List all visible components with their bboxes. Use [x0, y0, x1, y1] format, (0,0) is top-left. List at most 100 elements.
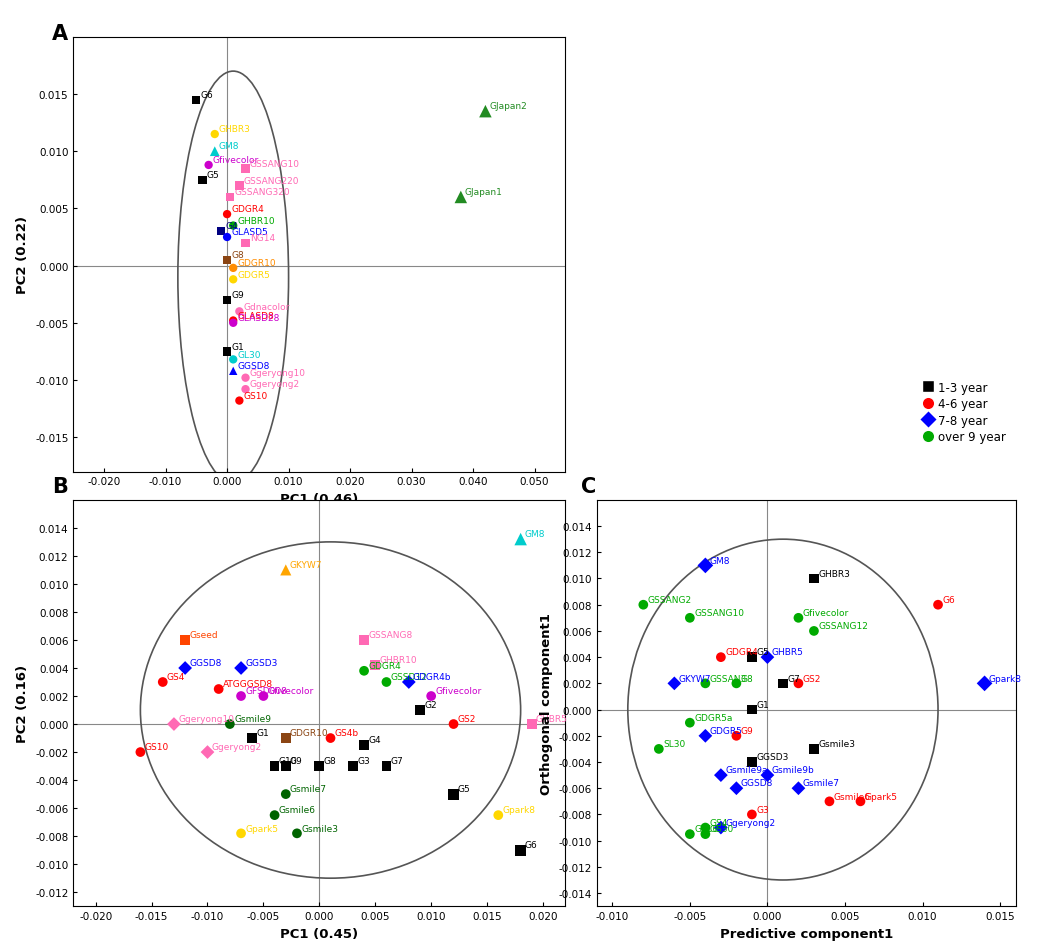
- Point: [225, 219, 242, 234]
- Point: [634, 598, 651, 613]
- Text: C: C: [581, 477, 597, 497]
- Legend: 1-3 year, 4-6 year, 7-8 year, over 9 year: 1-3 year, 4-6 year, 7-8 year, over 9 yea…: [919, 378, 1009, 447]
- Point: [231, 305, 248, 320]
- Point: [366, 658, 383, 673]
- Point: [477, 105, 494, 120]
- Point: [225, 261, 242, 277]
- Point: [356, 664, 373, 679]
- Point: [255, 689, 272, 704]
- Text: GS2: GS2: [458, 715, 476, 723]
- Point: [743, 649, 760, 665]
- Text: Gsmile9b: Gsmile9b: [772, 766, 815, 774]
- Point: [225, 352, 242, 367]
- Text: Gsmile3: Gsmile3: [302, 824, 338, 833]
- Point: [132, 745, 149, 760]
- Point: [232, 689, 249, 704]
- Point: [743, 807, 760, 822]
- Text: Ggeryong2: Ggeryong2: [211, 743, 262, 751]
- Text: GHBR5: GHBR5: [772, 648, 803, 657]
- Point: [225, 313, 242, 329]
- Text: GHBR3: GHBR3: [219, 126, 251, 134]
- Text: Gpark5: Gpark5: [865, 792, 897, 801]
- Point: [512, 843, 529, 858]
- Text: GM8: GM8: [525, 530, 545, 539]
- Text: ATGGGSD8: ATGGGSD8: [223, 680, 273, 688]
- Point: [728, 781, 744, 796]
- Point: [805, 742, 822, 757]
- Text: Gdnacolor: Gdnacolor: [244, 302, 290, 312]
- Text: G7: G7: [391, 756, 403, 766]
- Point: [728, 676, 744, 691]
- Text: Gsmile9: Gsmile9: [235, 715, 271, 723]
- Point: [821, 794, 838, 809]
- Text: Gsmile3: Gsmile3: [818, 739, 855, 749]
- Text: GL30: GL30: [238, 350, 261, 360]
- Text: GSSANG12: GSSANG12: [818, 621, 868, 631]
- Point: [976, 676, 993, 691]
- Point: [213, 225, 229, 240]
- Point: [237, 382, 253, 397]
- Point: [743, 754, 760, 769]
- Text: SL30: SL30: [663, 739, 685, 749]
- Point: [210, 682, 227, 697]
- Point: [219, 345, 236, 360]
- Text: GDGR4: GDGR4: [369, 662, 401, 670]
- X-axis label: PC1 (0.45): PC1 (0.45): [281, 927, 358, 939]
- Point: [200, 159, 217, 174]
- Text: Ggeryong10: Ggeryong10: [178, 715, 235, 723]
- Text: Gfivecolor: Gfivecolor: [268, 686, 314, 696]
- Text: GSSANG10: GSSANG10: [249, 160, 299, 168]
- Point: [790, 676, 807, 691]
- Text: GSSANG2: GSSANG2: [647, 596, 692, 604]
- Point: [177, 632, 194, 648]
- Point: [728, 729, 744, 744]
- Text: GKYW7: GKYW7: [290, 561, 322, 569]
- Point: [232, 661, 249, 676]
- Point: [697, 827, 714, 842]
- Point: [219, 230, 236, 245]
- Point: [237, 161, 253, 177]
- Text: G5: G5: [756, 648, 768, 657]
- Text: GS2: GS2: [803, 674, 821, 683]
- Point: [930, 598, 946, 613]
- Text: Gsmile7: Gsmile7: [803, 779, 840, 787]
- Point: [266, 808, 283, 823]
- Point: [188, 93, 205, 109]
- Text: Gsmile6: Gsmile6: [279, 805, 316, 815]
- Y-axis label: PC2 (0.16): PC2 (0.16): [17, 665, 29, 742]
- Text: GS10: GS10: [244, 392, 268, 400]
- Point: [805, 571, 822, 586]
- Text: G1: G1: [257, 729, 269, 737]
- Text: GHBR3: GHBR3: [818, 569, 850, 578]
- Point: [378, 675, 395, 690]
- Text: G6: G6: [525, 840, 537, 850]
- Text: G6: G6: [200, 91, 214, 100]
- Y-axis label: PC2 (0.22): PC2 (0.22): [17, 216, 29, 294]
- Text: G8: G8: [231, 251, 244, 260]
- Text: Ggeryong2: Ggeryong2: [249, 379, 299, 389]
- Point: [423, 689, 440, 704]
- Text: GDGR5a: GDGR5a: [694, 713, 733, 722]
- Text: Gpark8: Gpark8: [503, 805, 535, 815]
- Point: [277, 563, 294, 578]
- Text: Gfivecolor: Gfivecolor: [803, 608, 849, 617]
- Text: G4: G4: [369, 735, 381, 745]
- Text: GS4: GS4: [710, 818, 728, 827]
- Text: Gseed: Gseed: [190, 631, 218, 639]
- Point: [743, 702, 760, 717]
- Text: GJapan1: GJapan1: [465, 188, 503, 197]
- Point: [244, 731, 261, 746]
- Point: [231, 394, 248, 409]
- Text: GDGR5: GDGR5: [710, 726, 742, 735]
- Point: [411, 702, 428, 717]
- Text: G8: G8: [740, 674, 753, 683]
- Point: [225, 316, 242, 331]
- Point: [237, 236, 253, 251]
- Text: GGSD8: GGSD8: [238, 362, 270, 371]
- Text: GDGR4: GDGR4: [231, 205, 264, 214]
- Text: B: B: [52, 477, 68, 497]
- Point: [356, 737, 373, 752]
- Point: [775, 676, 792, 691]
- Point: [378, 759, 395, 774]
- Text: GLASD5: GLASD5: [231, 228, 268, 237]
